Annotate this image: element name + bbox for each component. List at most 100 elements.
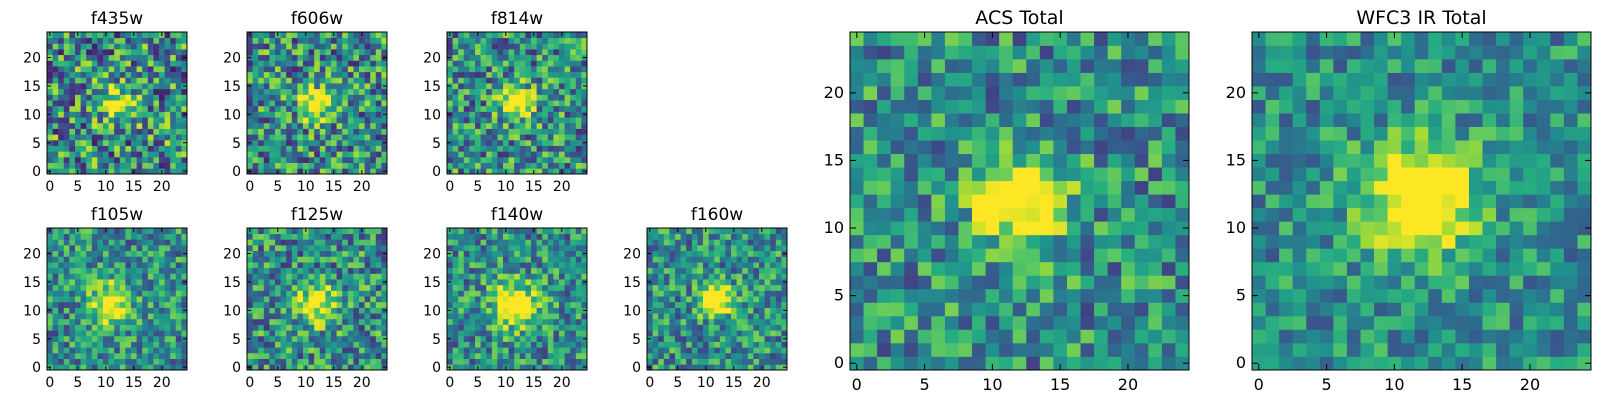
heatmap-cell: [170, 66, 177, 73]
heatmap-cell: [153, 324, 160, 331]
heatmap-cell: [1175, 342, 1190, 357]
heatmap-cell: [86, 262, 93, 269]
heatmap-cell: [570, 49, 577, 56]
heatmap-cell: [359, 347, 365, 354]
heatmap-cell: [359, 358, 365, 365]
heatmap-cell: [342, 49, 349, 56]
heatmap-cell: [742, 324, 749, 331]
heatmap-cell: [375, 49, 382, 56]
heatmap-cell: [508, 49, 515, 56]
heatmap-cell: [170, 330, 177, 337]
heatmap-cell: [63, 324, 70, 331]
heatmap-cell: [319, 330, 326, 337]
heatmap-cell: [58, 290, 65, 297]
x-tick-label: 20: [753, 375, 771, 391]
heatmap-cell: [570, 77, 577, 84]
heatmap-cell: [325, 105, 332, 112]
heatmap-cell: [181, 37, 188, 44]
heatmap-cell: [458, 117, 465, 124]
heatmap-cell: [486, 364, 493, 371]
heatmap-cell: [775, 245, 782, 252]
heatmap-cell: [370, 88, 377, 95]
heatmap-cell: [531, 122, 537, 129]
heatmap-cell: [463, 88, 470, 95]
y-tick-label: 15: [223, 79, 241, 95]
heatmap-cell: [575, 94, 582, 101]
heatmap-cell: [286, 301, 293, 308]
heatmap-cell: [1066, 302, 1081, 317]
heatmap-cell: [850, 315, 864, 330]
heatmap-cell: [1121, 194, 1136, 209]
heatmap-cell: [252, 245, 259, 252]
heatmap-cell: [480, 284, 487, 291]
heatmap-cell: [119, 49, 126, 56]
heatmap-cell: [370, 60, 377, 67]
heatmap-cell: [497, 296, 504, 303]
heatmap-cell: [742, 279, 749, 286]
heatmap-cell: [91, 267, 98, 274]
heatmap-cell: [370, 94, 377, 101]
heatmap-cell: [1053, 275, 1068, 290]
heatmap-cell: [514, 245, 521, 252]
heatmap-cell: [691, 324, 698, 331]
heatmap-cell: [972, 248, 986, 263]
heatmap-cell: [75, 267, 81, 274]
heatmap-cell: [525, 228, 532, 235]
heatmap-cell: [125, 364, 132, 371]
heatmap-cell: [331, 54, 337, 61]
heatmap-cell: [142, 49, 149, 56]
heatmap-cell: [75, 71, 81, 78]
heatmap-cell: [469, 250, 476, 257]
heatmap-cell: [159, 122, 165, 129]
heatmap-cell: [503, 318, 509, 325]
heatmap-cell: [147, 88, 154, 95]
heatmap-cell: [275, 301, 281, 308]
heatmap-cell: [753, 313, 760, 320]
heatmap-cell: [286, 117, 293, 124]
heatmap-cell: [570, 66, 577, 73]
heatmap-cell: [258, 335, 265, 342]
heatmap-cell: [452, 239, 459, 246]
heatmap-cell: [263, 32, 270, 39]
heatmap-cell: [475, 134, 481, 141]
heatmap-cell: [570, 100, 577, 107]
heatmap-cell: [97, 262, 104, 269]
heatmap-cell: [331, 358, 337, 365]
heatmap-cell: [503, 66, 509, 73]
heatmap-cell: [850, 302, 864, 317]
heatmap-cell: [508, 60, 515, 67]
heatmap-cell: [263, 335, 270, 342]
heatmap-cell: [52, 94, 59, 101]
heatmap-cell: [944, 234, 959, 249]
heatmap-cell: [759, 290, 765, 297]
heatmap-cell: [159, 284, 165, 291]
heatmap-cell: [564, 318, 571, 325]
heatmap-cell: [370, 156, 377, 163]
heatmap-cell: [1066, 342, 1081, 357]
heatmap-cell: [103, 352, 109, 359]
heatmap-cell: [353, 105, 360, 112]
heatmap-cell: [497, 267, 504, 274]
heatmap-cell: [917, 261, 932, 276]
heatmap-cell: [514, 364, 521, 371]
heatmap-cell: [336, 341, 343, 348]
heatmap-cell: [69, 301, 76, 308]
heatmap-cell: [297, 156, 304, 163]
heatmap-cell: [103, 139, 109, 146]
heatmap-cell: [486, 71, 493, 78]
heatmap-cell: [164, 139, 171, 146]
heatmap-cell: [753, 341, 760, 348]
heatmap-cell: [503, 279, 509, 286]
heatmap-cell: [491, 364, 498, 371]
heatmap-cell: [647, 284, 653, 291]
heatmap-cell: [247, 88, 253, 95]
heatmap-cell: [463, 162, 470, 169]
heatmap-cell: [91, 273, 98, 280]
heatmap-cell: [181, 105, 188, 112]
heatmap-cell: [469, 364, 476, 371]
heatmap-cell: [652, 262, 659, 269]
heatmap-cell: [353, 88, 360, 95]
heatmap-cell: [336, 105, 343, 112]
heatmap-cell: [175, 324, 182, 331]
heatmap-cell: [153, 335, 160, 342]
